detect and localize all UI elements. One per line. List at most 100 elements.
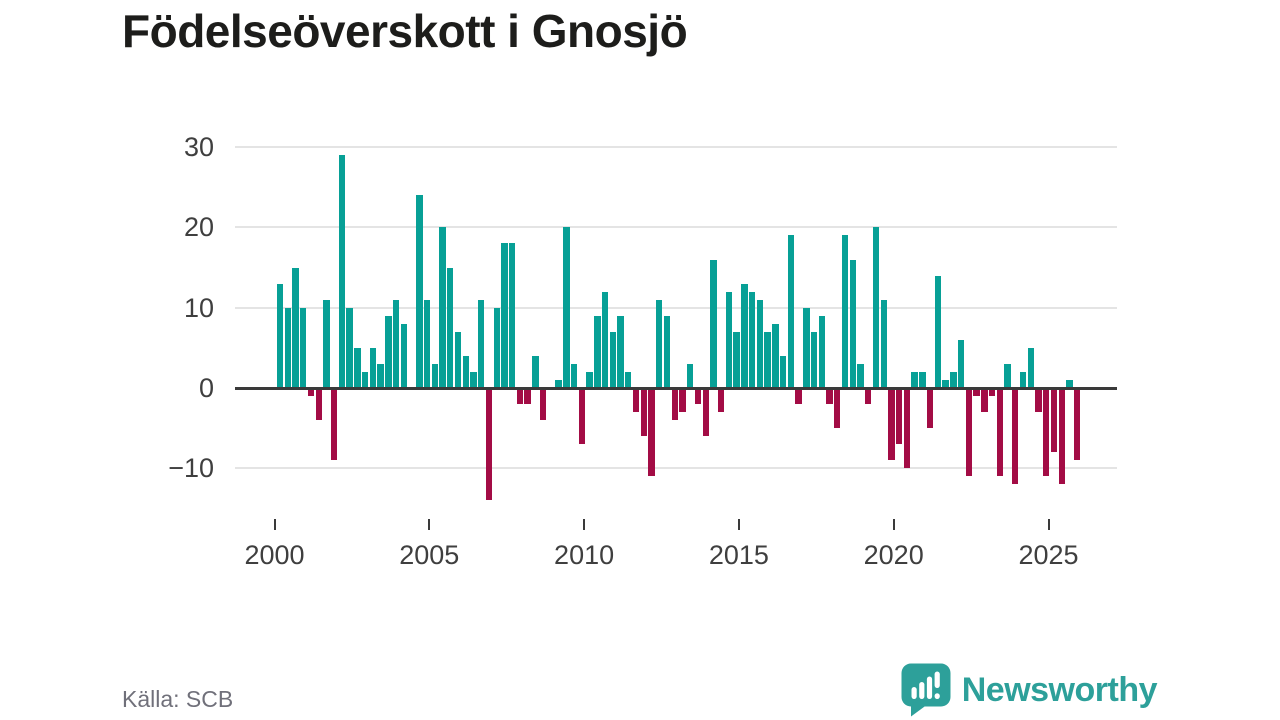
bar-2024-q4 xyxy=(1043,388,1050,477)
bar-2025-q1 xyxy=(1050,388,1058,453)
bar-2009-q2 xyxy=(563,227,570,388)
bar-2002-q1 xyxy=(338,155,346,388)
x-tick-2015 xyxy=(737,519,740,530)
bar-2006-q2 xyxy=(470,371,477,388)
gridline--10 xyxy=(235,467,1117,470)
bar-2024-q3 xyxy=(1035,388,1042,413)
bar-2019-q3 xyxy=(880,299,887,388)
zero-axis-line xyxy=(235,386,1117,390)
bar-2021-q1 xyxy=(926,388,934,429)
bar-2011-q1 xyxy=(617,315,624,388)
bar-2008-q1 xyxy=(524,388,531,405)
bar-2023-q1 xyxy=(988,388,996,397)
bar-2009-q3 xyxy=(570,363,578,388)
brand-logo: Newsworthy xyxy=(900,662,1158,718)
bar-2023-q4 xyxy=(1012,388,1019,485)
bar-2020-q1 xyxy=(896,388,903,445)
bar-2021-q3 xyxy=(942,379,949,388)
bar-2021-q4 xyxy=(950,371,957,388)
bar-2012-q4 xyxy=(671,388,678,421)
bar-2025-q3 xyxy=(1066,379,1073,388)
bar-2019-q2 xyxy=(872,227,880,388)
bar-2011-q2 xyxy=(625,371,632,388)
bar-2017-q3 xyxy=(818,315,825,388)
bar-2020-q2 xyxy=(903,388,911,469)
bar-2003-q1 xyxy=(369,347,377,388)
y-axis-label-0: 0 xyxy=(198,373,214,403)
bar-2002-q2 xyxy=(346,307,353,388)
y-axis-label-30: 30 xyxy=(183,132,214,163)
chart-title: Födelseöverskott i Gnosjö xyxy=(122,5,688,57)
bar-2022-q4 xyxy=(981,388,988,413)
bar-2019-q4 xyxy=(888,388,895,461)
x-axis-label-2010: 2010 xyxy=(554,540,615,570)
bar-2014-q4 xyxy=(733,331,740,388)
bar-2022-q3 xyxy=(973,388,980,397)
bar-2022-q1 xyxy=(957,339,965,388)
bar-2020-q4 xyxy=(919,371,926,388)
x-tick-2005 xyxy=(428,519,431,530)
bar-2013-q3 xyxy=(694,388,702,405)
bar-2005-q1 xyxy=(431,363,438,388)
bar-2013-q1 xyxy=(679,388,686,413)
bar-2018-q4 xyxy=(857,363,864,388)
gridline-20 xyxy=(235,226,1117,229)
bar-2000-q3 xyxy=(292,267,299,388)
source-note: Källa: SCB xyxy=(122,686,234,712)
x-tick-2025 xyxy=(1047,519,1050,530)
bar-2003-q3 xyxy=(385,315,392,388)
bar-2019-q1 xyxy=(865,388,872,405)
bar-2000-q1 xyxy=(276,283,284,388)
x-axis-label-2015: 2015 xyxy=(708,540,769,570)
bar-2002-q4 xyxy=(361,371,369,388)
bar-2001-q2 xyxy=(315,388,322,421)
bar-2011-q4 xyxy=(640,388,647,437)
bar-2014-q3 xyxy=(725,291,733,388)
bar-2009-q1 xyxy=(555,379,562,388)
bar-2007-q1 xyxy=(493,307,500,388)
bar-2015-q4 xyxy=(764,331,771,388)
bar-2001-q4 xyxy=(330,388,338,461)
bar-2008-q3 xyxy=(539,388,547,421)
bar-2023-q3 xyxy=(1004,363,1011,388)
bar-2020-q3 xyxy=(911,371,918,388)
x-axis-label-2025: 2025 xyxy=(1018,540,1079,570)
bar-2014-q1 xyxy=(710,259,717,388)
x-axis-label-2000: 2000 xyxy=(244,540,305,570)
gridline-10 xyxy=(235,306,1117,309)
bar-2006-q3 xyxy=(478,299,485,388)
bar-2017-q2 xyxy=(810,331,818,388)
newsworthy-icon xyxy=(901,663,951,717)
bar-2018-q2 xyxy=(841,235,849,388)
bar-2016-q2 xyxy=(779,355,787,388)
bar-2007-q3 xyxy=(509,243,516,388)
x-axis-label-2020: 2020 xyxy=(863,540,924,570)
bar-2017-q1 xyxy=(803,307,810,388)
bar-2015-q1 xyxy=(741,283,748,388)
bar-2004-q1 xyxy=(400,323,408,388)
bar-2015-q3 xyxy=(756,299,764,388)
bar-2010-q2 xyxy=(594,315,601,388)
bar-2022-q2 xyxy=(965,388,973,477)
bar-2021-q2 xyxy=(934,275,942,388)
bar-2018-q1 xyxy=(834,388,841,429)
bar-2012-q1 xyxy=(648,388,655,477)
x-tick-2010 xyxy=(583,519,586,530)
bar-2016-q3 xyxy=(787,235,795,388)
bar-2006-q4 xyxy=(485,388,493,501)
bar-2004-q3 xyxy=(416,195,423,388)
bar-2024-q1 xyxy=(1019,371,1027,388)
bar-2009-q4 xyxy=(578,388,586,445)
bar-2010-q3 xyxy=(601,291,609,388)
bar-2006-q1 xyxy=(462,355,469,388)
bar-2004-q4 xyxy=(423,299,431,388)
bar-2012-q3 xyxy=(663,315,671,388)
bar-2016-q4 xyxy=(795,388,802,405)
bar-2013-q4 xyxy=(702,388,709,437)
bar-2005-q4 xyxy=(454,331,462,388)
bar-2014-q2 xyxy=(717,388,725,413)
bar-2003-q4 xyxy=(392,299,400,388)
bar-2025-q4 xyxy=(1074,388,1081,461)
